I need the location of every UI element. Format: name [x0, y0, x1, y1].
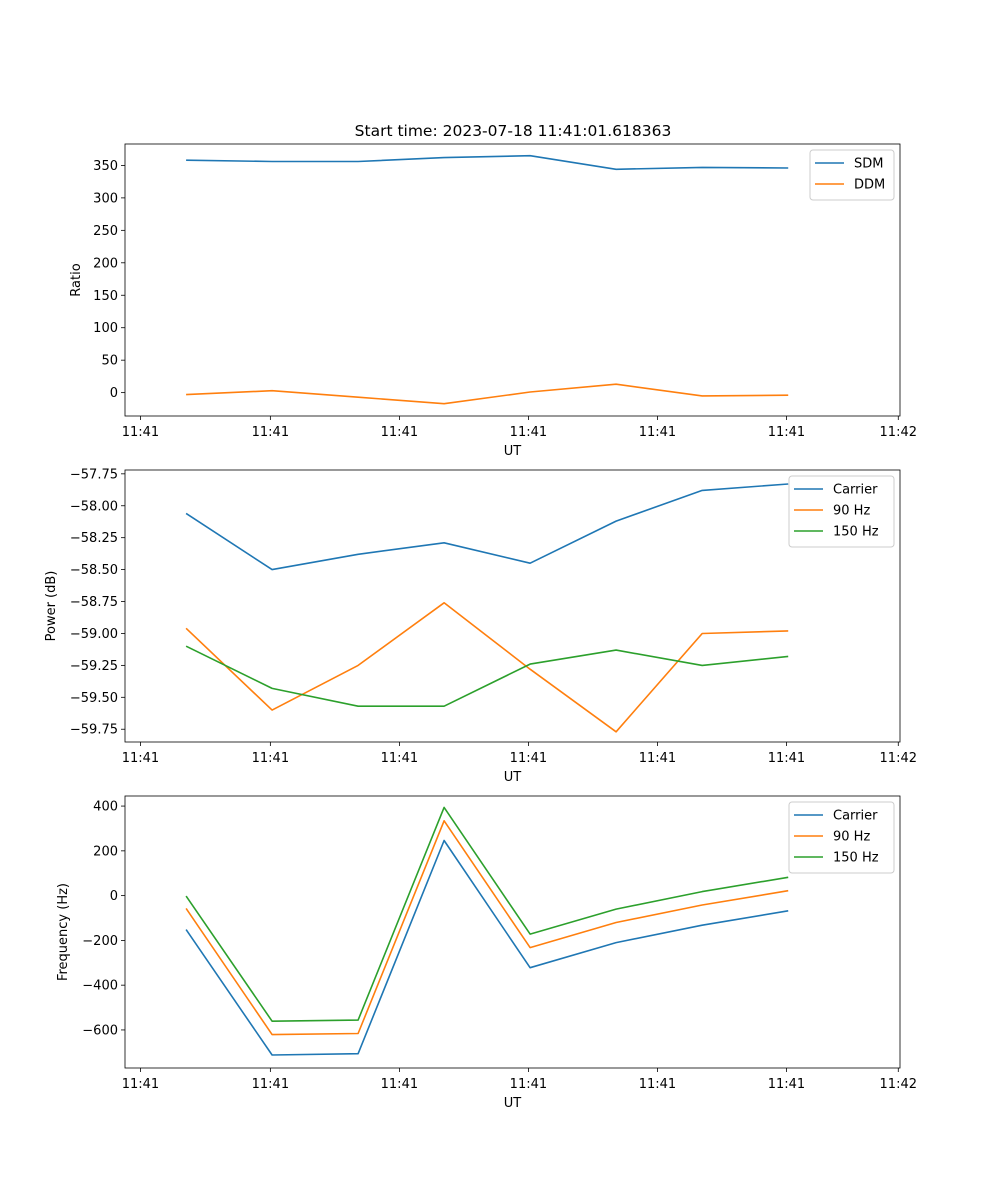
- legend-label: Carrier: [833, 483, 878, 498]
- y-tick-label: 200: [93, 844, 118, 859]
- x-tick-label: 11:41: [510, 751, 547, 766]
- series-90-hz: [185, 819, 789, 1036]
- series-carrier: [185, 483, 789, 571]
- y-tick-label: 200: [93, 256, 118, 271]
- x-axis-label: UT: [504, 444, 522, 459]
- legend-box: [788, 801, 895, 874]
- y-tick-label: 50: [101, 354, 118, 369]
- y-tick-label: 250: [93, 224, 118, 239]
- series-sdm: [185, 154, 789, 171]
- legend-label: Carrier: [833, 809, 878, 824]
- y-tick-label: −600: [82, 1023, 118, 1038]
- x-tick-label: 11:41: [252, 425, 289, 440]
- x-tick-label: 11:41: [639, 425, 676, 440]
- y-tick-label: 0: [110, 386, 118, 401]
- y-tick-label: −59.25: [70, 659, 118, 674]
- y-axis-label: Power (dB): [44, 571, 59, 642]
- y-tick-label: 300: [93, 191, 118, 206]
- legend-label: SDM: [854, 157, 883, 172]
- legend-label: DDM: [854, 178, 885, 193]
- legend: Carrier 90 Hz 150 Hz: [788, 801, 895, 874]
- series-carrier: [185, 839, 789, 1056]
- y-tick-label: −59.75: [70, 723, 118, 738]
- series-line: [186, 383, 789, 405]
- y-tick-label: −58.25: [70, 531, 118, 546]
- x-tick-label: 11:41: [768, 425, 805, 440]
- x-tick-label: 11:41: [768, 1077, 805, 1092]
- y-tick-label: 100: [93, 321, 118, 336]
- y-axis-label: Ratio: [69, 263, 84, 296]
- x-axis-label: UT: [504, 1096, 522, 1111]
- axes-frame: [124, 143, 901, 417]
- legend-label: 150 Hz: [833, 525, 879, 540]
- x-tick-label: 11:41: [252, 751, 289, 766]
- x-tick-label: 11:41: [122, 425, 159, 440]
- legend: Carrier 90 Hz 150 Hz: [788, 475, 895, 548]
- series-line: [186, 154, 789, 171]
- x-axis-label: UT: [504, 770, 522, 785]
- x-tick-label: 11:41: [122, 1077, 159, 1092]
- legend: SDM DDM: [809, 149, 895, 201]
- series-150-hz: [185, 645, 789, 708]
- chart-title: Start time: 2023-07-18 11:41:01.618363: [355, 122, 672, 140]
- x-tick-label: 11:41: [639, 1077, 676, 1092]
- x-tick-label: 11:41: [768, 751, 805, 766]
- panel-3: 11:41 11:41 11:41 11:41 11:41 11:41 11:42 400 20…: [56, 795, 917, 1111]
- y-tick-label: −59.00: [70, 627, 118, 642]
- y-tick-label: −400: [82, 979, 118, 994]
- y-tick-label: −59.50: [70, 691, 118, 706]
- series-line: [185, 819, 789, 1036]
- legend-label: 150 Hz: [833, 851, 879, 866]
- axes-frame: [124, 795, 901, 1069]
- x-tick-label: 11:41: [122, 751, 159, 766]
- legend-label: 90 Hz: [833, 504, 870, 519]
- y-tick-label: −58.75: [70, 595, 118, 610]
- y-tick-label: 0: [110, 889, 118, 904]
- x-tick-label: 11:41: [510, 1077, 547, 1092]
- series-90-hz: [185, 601, 789, 733]
- x-tick-label: 11:41: [510, 425, 547, 440]
- legend-label: 90 Hz: [833, 830, 870, 845]
- legend-box: [788, 475, 895, 548]
- series-ddm: [185, 383, 789, 405]
- series-line: [185, 645, 789, 708]
- y-tick-label: −58.50: [70, 563, 118, 578]
- series-line: [185, 839, 789, 1056]
- y-tick-label: 350: [93, 159, 118, 174]
- x-tick-label: 11:42: [880, 751, 917, 766]
- y-tick-label: 400: [93, 800, 118, 815]
- x-tick-label: 11:42: [880, 425, 917, 440]
- x-tick-label: 11:41: [381, 425, 418, 440]
- x-tick-label: 11:41: [381, 751, 418, 766]
- series-line: [185, 601, 789, 733]
- series-line: [185, 806, 789, 1023]
- panel-2: 11:41 11:41 11:41 11:41 11:41 11:41 11:42 −57.7…: [44, 467, 917, 785]
- y-tick-label: −57.75: [70, 467, 118, 482]
- y-axis-label: Frequency (Hz): [56, 883, 71, 981]
- series-line: [185, 483, 789, 571]
- x-tick-label: 11:42: [880, 1077, 917, 1092]
- x-tick-label: 11:41: [381, 1077, 418, 1092]
- x-tick-label: 11:41: [252, 1077, 289, 1092]
- y-tick-label: −200: [82, 934, 118, 949]
- panel-1: 11:41 11:41 11:41 11:41 11:41 11:41 11:42 350 30…: [69, 143, 917, 459]
- x-tick-label: 11:41: [639, 751, 676, 766]
- axes-frame: [124, 469, 901, 743]
- y-tick-label: −58.00: [70, 499, 118, 514]
- series-150-hz: [185, 806, 789, 1023]
- y-tick-label: 150: [93, 289, 118, 304]
